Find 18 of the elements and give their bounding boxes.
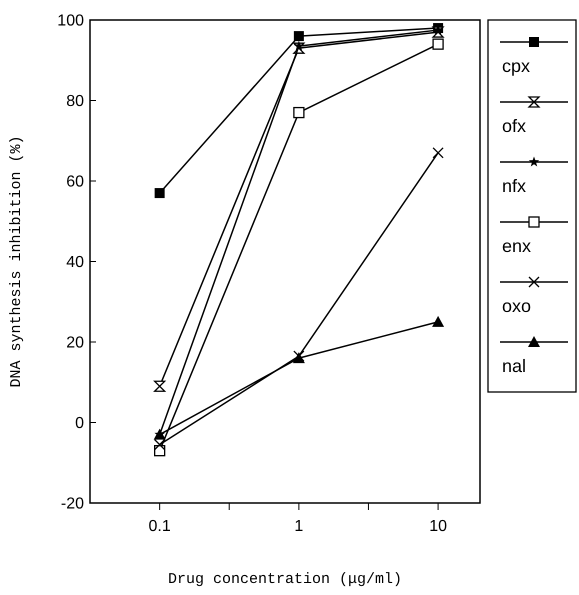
y-tick-label: 40: [66, 254, 84, 272]
x-tick-label: 10: [429, 518, 448, 535]
y-tick-label: 80: [66, 93, 84, 110]
y-tick-label: -20: [60, 496, 84, 513]
legend-label: nal: [502, 356, 526, 376]
legend-label: oxo: [502, 296, 532, 316]
y-axis-title: DNA synthesis inhibition (%): [8, 135, 25, 388]
x-tick-label: 1: [294, 518, 304, 535]
legend-label: ofx: [502, 116, 526, 136]
y-tick-label: 60: [66, 174, 84, 191]
legend-label: nfx: [502, 176, 526, 196]
y-tick-label: 20: [66, 334, 84, 352]
legend-label: cpx: [502, 56, 530, 76]
y-tick-label: 100: [57, 12, 84, 30]
legend-label: enx: [502, 236, 532, 256]
x-axis-title: Drug concentration (μg/ml): [168, 571, 402, 588]
x-tick-label: 0.1: [148, 518, 171, 535]
y-tick-label: 0: [75, 415, 84, 432]
